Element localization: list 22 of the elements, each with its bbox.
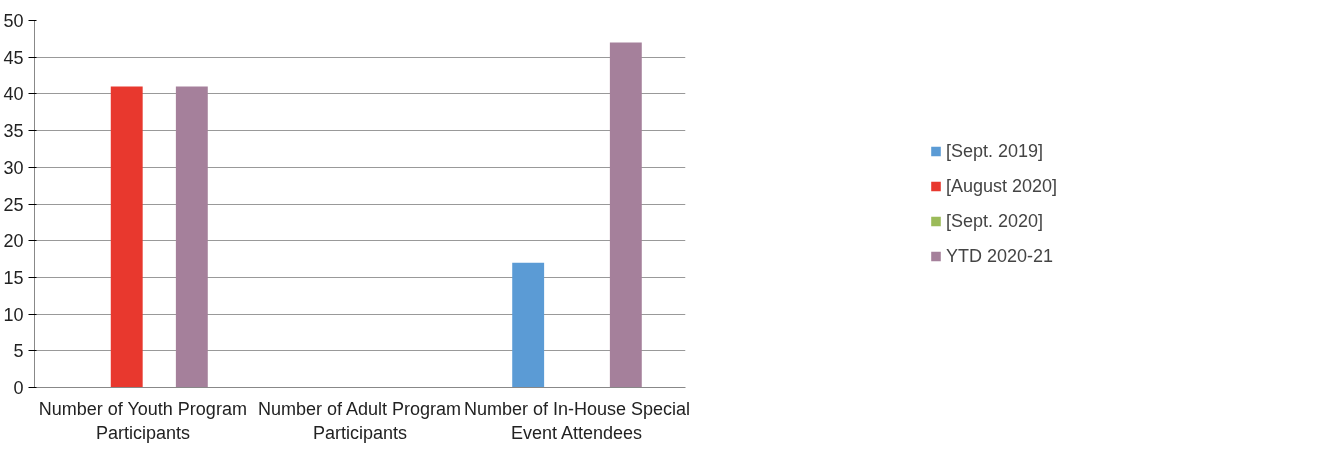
bar — [512, 262, 545, 388]
x-tick-label: Number of Adult Program Participants — [257, 398, 462, 443]
x-tick-label: Number of In-House Special Event Attendees — [463, 398, 691, 443]
y-tick-label: 35 — [3, 121, 24, 142]
y-tick-label: 15 — [3, 267, 24, 288]
y-tick-label: 20 — [3, 231, 24, 252]
bar — [110, 86, 143, 388]
legend-label: [August 2020] — [946, 175, 1059, 197]
y-tick-label: 0 — [13, 378, 24, 398]
legend-label: [Sept. 2020] — [946, 210, 1045, 232]
y-tick-label: 45 — [3, 47, 24, 68]
bar — [175, 86, 208, 388]
legend-label: YTD 2020-21 — [946, 245, 1055, 267]
y-tick-label: 40 — [3, 84, 24, 105]
x-tick-label: Number of Youth Program Participants — [38, 398, 247, 443]
y-tick-label: 50 — [3, 11, 24, 31]
y-tick-label: 25 — [3, 194, 24, 215]
y-tick-label: 10 — [3, 304, 24, 325]
y-tick-label: 5 — [13, 341, 24, 362]
bar — [609, 42, 642, 388]
y-tick-label: 30 — [3, 157, 24, 178]
legend-label: [Sept. 2019] — [946, 140, 1045, 162]
